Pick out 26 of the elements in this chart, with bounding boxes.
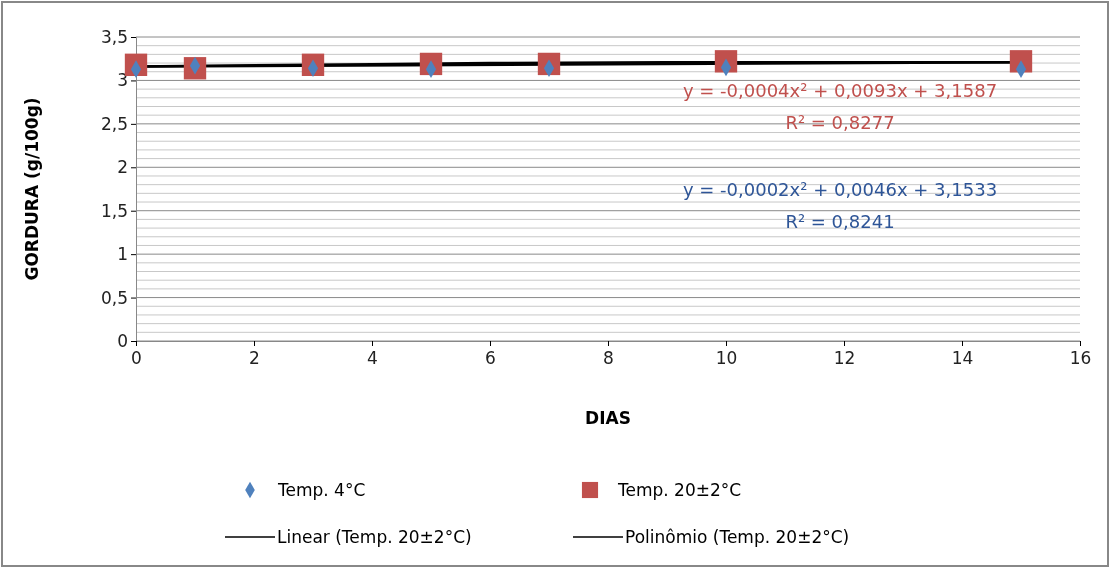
x-tick-label: 14 bbox=[951, 348, 974, 369]
y-tick-label: 3,5 bbox=[100, 26, 128, 47]
y-tick-label: 0,5 bbox=[100, 287, 128, 308]
y-tick-label: 1 bbox=[117, 244, 128, 265]
legend-label: Polinômio (Temp. 20±2°C) bbox=[625, 527, 850, 547]
y-tick-label: 2 bbox=[117, 157, 128, 178]
x-tick-label: 4 bbox=[367, 348, 378, 369]
x-tick-label: 6 bbox=[485, 348, 496, 369]
legend-label: Linear (Temp. 20±2°C) bbox=[277, 527, 472, 547]
x-tick-label: 2 bbox=[249, 348, 260, 369]
x-tick-label: 16 bbox=[1069, 348, 1092, 369]
y-axis-title: GORDURA (g/100g) bbox=[22, 97, 42, 281]
annotation: y = -0,0004x² + 0,0093x + 3,1587 bbox=[682, 80, 998, 101]
legend-label: Temp. 4°C bbox=[277, 480, 366, 500]
y-tick-label: 1,5 bbox=[100, 200, 128, 221]
annotation: R² = 0,8241 bbox=[785, 211, 895, 232]
y-tick-label: 2,5 bbox=[100, 113, 128, 134]
x-tick-label: 0 bbox=[131, 348, 142, 369]
annotation: R² = 0,8277 bbox=[785, 112, 895, 133]
x-tick-label: 10 bbox=[715, 348, 738, 369]
y-tick-label: 0 bbox=[117, 330, 128, 351]
x-tick-label: 12 bbox=[833, 348, 856, 369]
annotation: y = -0,0002x² + 0,0046x + 3,1533 bbox=[682, 179, 998, 200]
x-tick-label: 8 bbox=[603, 348, 614, 369]
x-axis-title: DIAS bbox=[585, 408, 631, 428]
legend-label: Temp. 20±2°C bbox=[617, 480, 742, 500]
